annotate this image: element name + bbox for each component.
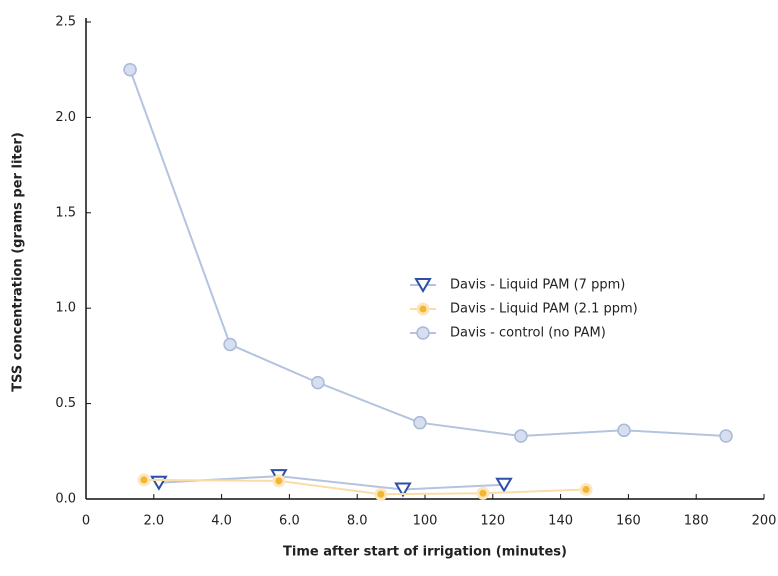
y-tick-label: 0.0 (55, 492, 76, 507)
legend-marker (416, 302, 430, 316)
legend-label: Davis - Liquid PAM (7 ppm) (450, 278, 625, 293)
data-point (374, 487, 388, 501)
data-point (123, 62, 137, 77)
data-point (719, 429, 733, 443)
legend-label: Davis - Liquid PAM (2.1 ppm) (450, 302, 638, 317)
y-tick-label: 2.0 (55, 110, 76, 125)
y-tick-label: 2.5 (55, 15, 76, 30)
data-point (137, 473, 151, 487)
data-point (476, 486, 490, 500)
legend-marker (416, 326, 430, 340)
data-point (579, 482, 593, 496)
data-point (514, 429, 528, 443)
x-tick-label: 200 (752, 514, 777, 529)
series-line (143, 478, 587, 496)
x-tick-label: 8.0 (347, 514, 368, 529)
x-tick-label: 2.0 (143, 514, 164, 529)
x-tick-label: 0 (82, 514, 90, 529)
data-point (394, 482, 412, 498)
x-tick-label: 140 (548, 514, 573, 529)
data-point (311, 375, 325, 390)
y-axis-title: TSS concentration (grams per liter) (11, 132, 26, 392)
y-tick-label: 1.0 (55, 301, 76, 316)
x-axis-title: Time after start of irrigation (minutes) (283, 545, 567, 560)
legend-marker (414, 278, 432, 293)
x-tick-label: 180 (684, 514, 709, 529)
series-line (129, 69, 727, 438)
x-tick-label: 4.0 (211, 514, 232, 529)
y-tick-label: 0.5 (55, 396, 76, 411)
data-point (495, 477, 513, 493)
data-point (617, 423, 631, 438)
x-tick-label: 6.0 (279, 514, 300, 529)
y-tick-label: 1.5 (55, 205, 76, 220)
data-point (413, 415, 427, 430)
data-point (272, 474, 286, 488)
series-line (158, 475, 505, 491)
legend-label: Davis - control (no PAM) (450, 326, 606, 341)
x-tick-label: 160 (616, 514, 641, 529)
data-point (223, 337, 237, 352)
x-tick-label: 100 (413, 514, 438, 529)
x-tick-label: 120 (480, 514, 505, 529)
